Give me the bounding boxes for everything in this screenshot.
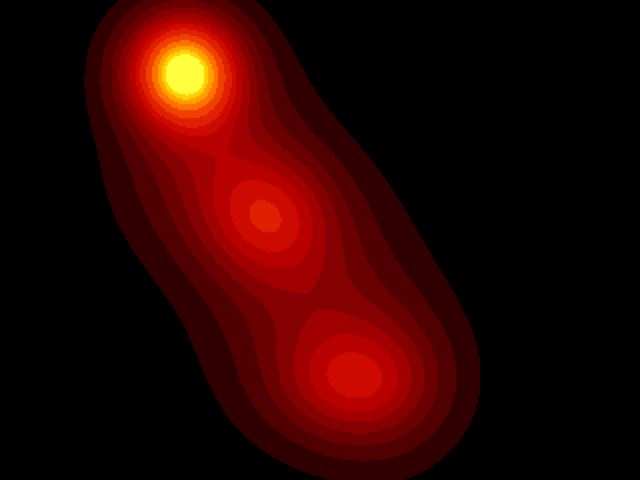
heatmap-plot bbox=[0, 0, 640, 480]
